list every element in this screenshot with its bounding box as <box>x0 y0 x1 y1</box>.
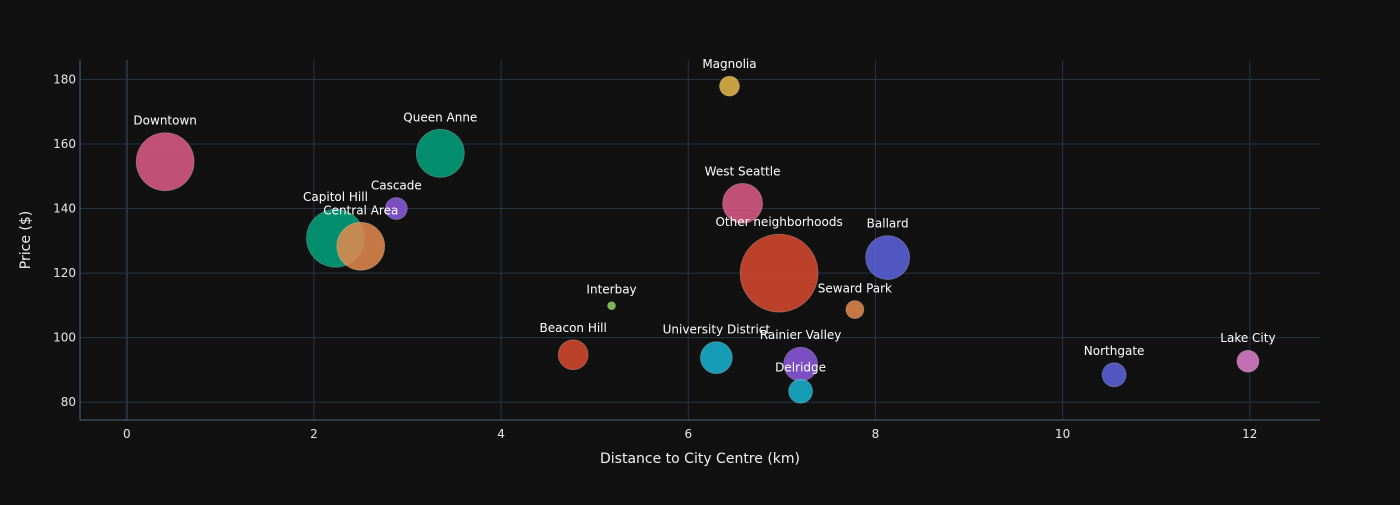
y-tick-label: 100 <box>53 331 76 345</box>
bubble-seward-park[interactable] <box>845 300 865 319</box>
label-west-seattle: West Seattle <box>705 164 781 178</box>
x-tick-label: 0 <box>123 427 131 441</box>
x-tick-label: 10 <box>1055 427 1070 441</box>
label-beacon-hill: Beacon Hill <box>540 321 607 335</box>
label-capitol-hill: Capitol Hill <box>303 190 368 204</box>
bubble-downtown[interactable] <box>135 132 195 192</box>
y-axis-title: Price ($) <box>18 211 34 269</box>
bubble-beacon-hill[interactable] <box>557 339 589 371</box>
bubble-other-neighborhoods[interactable] <box>739 233 819 313</box>
label-downtown: Downtown <box>133 114 196 128</box>
x-tick-label: 6 <box>684 427 692 441</box>
label-rainier-valley: Rainier Valley <box>760 328 842 342</box>
x-tick-label: 8 <box>872 427 880 441</box>
y-tick-label: 180 <box>53 72 76 86</box>
label-cascade: Cascade <box>371 179 422 193</box>
bubble-northgate[interactable] <box>1101 362 1127 388</box>
label-ballard: Ballard <box>867 217 909 231</box>
axes: 0 2 4 6 8 10 12 80 100 120 140 160 180 <box>53 60 1320 441</box>
bubble-queen-anne[interactable] <box>415 128 465 178</box>
bubble-cascade[interactable] <box>384 197 408 220</box>
label-seward-park: Seward Park <box>818 282 892 296</box>
y-tick-label: 160 <box>53 137 76 151</box>
bubble-west-seattle[interactable] <box>722 182 763 224</box>
label-interbay: Interbay <box>586 283 636 297</box>
x-tick-label: 4 <box>497 427 505 441</box>
x-axis-title: Distance to City Centre (km) <box>600 451 800 467</box>
y-tick-label: 120 <box>53 266 76 280</box>
bubble-delridge[interactable] <box>788 378 814 404</box>
x-tick-label: 12 <box>1242 427 1257 441</box>
label-queen-anne: Queen Anne <box>403 110 477 124</box>
bubble-lake-city[interactable] <box>1236 349 1260 373</box>
bubble-interbay[interactable] <box>607 301 616 311</box>
x-tick-label: 2 <box>310 427 318 441</box>
label-magnolia: Magnolia <box>702 57 756 71</box>
label-lake-city: Lake City <box>1220 331 1275 345</box>
label-other-neighborhoods: Other neighborhoods <box>715 215 842 229</box>
y-tick-label: 140 <box>53 202 76 216</box>
label-northgate: Northgate <box>1084 344 1145 358</box>
label-delridge: Delridge <box>775 360 826 374</box>
y-tick-label: 80 <box>61 395 76 409</box>
grid <box>80 60 1320 420</box>
bubble-ballard[interactable] <box>865 235 911 280</box>
label-central-area: Central Area <box>323 203 398 217</box>
bubble-university-district[interactable] <box>699 341 733 375</box>
label-university-district: University District <box>663 323 771 337</box>
data-points <box>135 75 1260 404</box>
bubble-central-area[interactable] <box>336 221 386 271</box>
bubble-magnolia[interactable] <box>719 75 740 97</box>
